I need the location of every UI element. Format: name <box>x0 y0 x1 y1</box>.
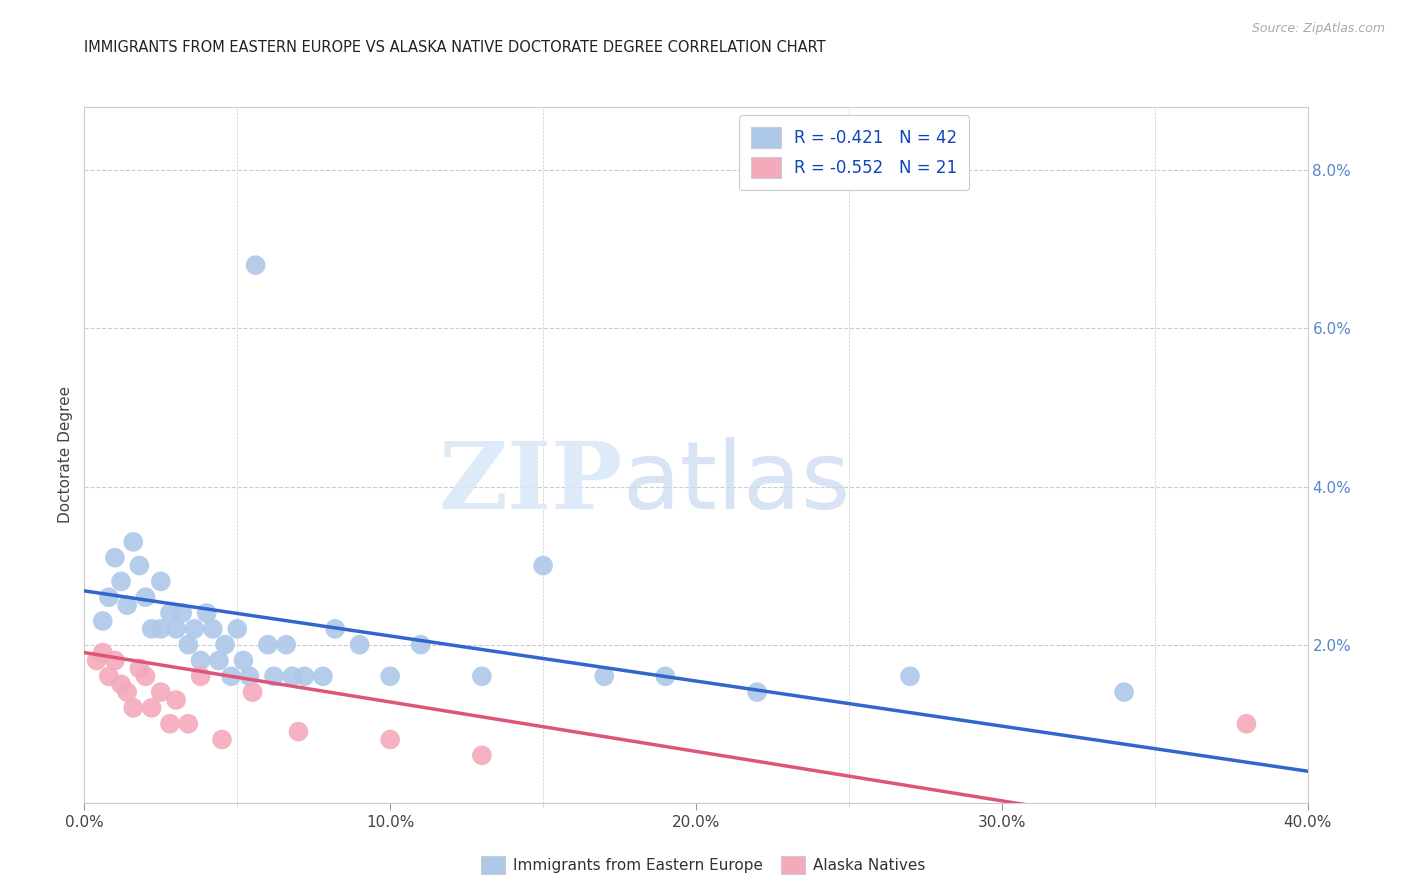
Point <box>214 638 236 652</box>
Point <box>165 622 187 636</box>
Point <box>201 622 224 636</box>
Point <box>177 638 200 652</box>
Point <box>323 622 346 636</box>
Y-axis label: Doctorate Degree: Doctorate Degree <box>58 386 73 524</box>
Point <box>654 669 676 683</box>
Point <box>159 606 181 620</box>
Point <box>593 669 616 683</box>
Point <box>232 653 254 667</box>
Point <box>312 669 335 683</box>
Point <box>128 558 150 573</box>
Point <box>380 732 402 747</box>
Point <box>104 653 127 667</box>
Point <box>149 622 172 636</box>
Point <box>128 661 150 675</box>
Point <box>898 669 921 683</box>
Point <box>245 258 267 272</box>
Legend: R = -0.421   N = 42, R = -0.552   N = 21: R = -0.421 N = 42, R = -0.552 N = 21 <box>740 115 969 190</box>
Point <box>97 591 120 605</box>
Point <box>208 653 231 667</box>
Point <box>110 574 132 589</box>
Point <box>86 653 108 667</box>
Point <box>195 606 218 620</box>
Point <box>190 653 212 667</box>
Point <box>183 622 205 636</box>
Text: atlas: atlas <box>623 437 851 529</box>
Point <box>257 638 280 652</box>
Point <box>287 724 309 739</box>
Point <box>172 606 194 620</box>
Point <box>97 669 120 683</box>
Point <box>91 614 114 628</box>
Point <box>226 622 249 636</box>
Point <box>471 748 494 763</box>
Point <box>471 669 494 683</box>
Point <box>747 685 769 699</box>
Point <box>122 701 145 715</box>
Point <box>263 669 285 683</box>
Point <box>159 716 181 731</box>
Point <box>115 598 138 612</box>
Point <box>165 693 187 707</box>
Point <box>122 534 145 549</box>
Point <box>110 677 132 691</box>
Point <box>91 646 114 660</box>
Point <box>104 550 127 565</box>
Legend: Immigrants from Eastern Europe, Alaska Natives: Immigrants from Eastern Europe, Alaska N… <box>474 850 932 880</box>
Point <box>242 685 264 699</box>
Point <box>380 669 402 683</box>
Point <box>238 669 260 683</box>
Text: ZIP: ZIP <box>439 438 623 528</box>
Point <box>409 638 432 652</box>
Point <box>1236 716 1258 731</box>
Text: Source: ZipAtlas.com: Source: ZipAtlas.com <box>1251 22 1385 36</box>
Point <box>149 574 172 589</box>
Text: IMMIGRANTS FROM EASTERN EUROPE VS ALASKA NATIVE DOCTORATE DEGREE CORRELATION CHA: IMMIGRANTS FROM EASTERN EUROPE VS ALASKA… <box>84 40 825 55</box>
Point <box>141 622 163 636</box>
Point <box>177 716 200 731</box>
Point <box>281 669 304 683</box>
Point <box>294 669 316 683</box>
Point <box>190 669 212 683</box>
Point <box>349 638 371 652</box>
Point <box>531 558 554 573</box>
Point <box>141 701 163 715</box>
Point <box>149 685 172 699</box>
Point <box>135 591 157 605</box>
Point <box>135 669 157 683</box>
Point <box>1114 685 1136 699</box>
Point <box>115 685 138 699</box>
Point <box>211 732 233 747</box>
Point <box>219 669 242 683</box>
Point <box>276 638 298 652</box>
